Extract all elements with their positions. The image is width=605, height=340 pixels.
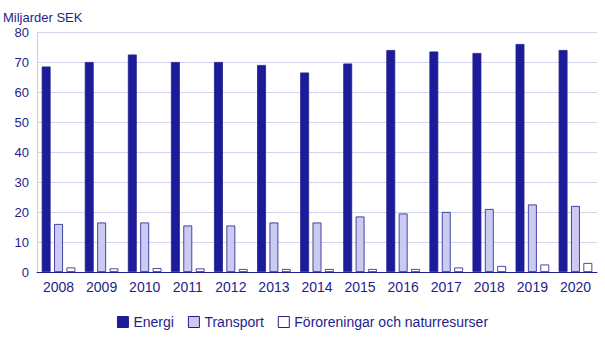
svg-text:2020: 2020 xyxy=(560,279,591,295)
svg-text:60: 60 xyxy=(15,85,29,100)
svg-text:2014: 2014 xyxy=(301,279,332,295)
svg-text:50: 50 xyxy=(15,115,29,130)
svg-text:80: 80 xyxy=(15,25,29,40)
svg-text:10: 10 xyxy=(15,235,29,250)
svg-text:0: 0 xyxy=(22,265,29,280)
svg-text:Miljarder SEK: Miljarder SEK xyxy=(3,10,83,25)
svg-text:70: 70 xyxy=(15,55,29,70)
svg-text:Energi: Energi xyxy=(133,314,173,330)
svg-text:20: 20 xyxy=(15,205,29,220)
svg-text:2016: 2016 xyxy=(388,279,419,295)
svg-text:2010: 2010 xyxy=(129,279,160,295)
svg-text:2019: 2019 xyxy=(517,279,548,295)
svg-text:30: 30 xyxy=(15,175,29,190)
svg-text:40: 40 xyxy=(15,145,29,160)
svg-text:2018: 2018 xyxy=(474,279,505,295)
svg-text:2017: 2017 xyxy=(431,279,462,295)
svg-text:2015: 2015 xyxy=(344,279,375,295)
svg-text:Transport: Transport xyxy=(204,314,264,330)
svg-text:2013: 2013 xyxy=(258,279,289,295)
svg-text:Föroreningar och naturresurser: Föroreningar och naturresurser xyxy=(294,314,488,330)
svg-text:2012: 2012 xyxy=(215,279,246,295)
svg-text:2011: 2011 xyxy=(173,279,203,295)
svg-text:2009: 2009 xyxy=(86,279,117,295)
svg-text:2008: 2008 xyxy=(43,279,74,295)
